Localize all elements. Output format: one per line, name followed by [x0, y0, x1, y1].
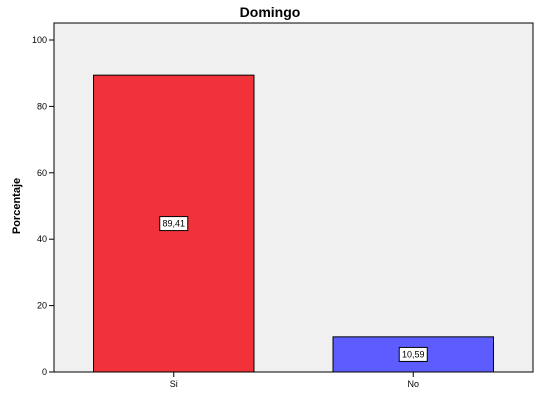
data-label-box — [159, 216, 189, 232]
data-label-box — [398, 346, 428, 362]
y-axis-label: Porcentaje — [11, 178, 23, 234]
chart-title: Domingo — [240, 4, 301, 20]
y-tick-label: 0 — [42, 367, 47, 377]
x-tick-label: Si — [170, 379, 178, 389]
y-tick-label: 40 — [37, 234, 47, 244]
y-tick-label: 100 — [32, 35, 47, 45]
y-tick-label: 20 — [37, 301, 47, 311]
chart-marks: 0 20 40 60 80 100 89,41 Si 10,59 No — [32, 35, 494, 389]
data-label: 89,41 — [162, 219, 185, 229]
y-tick-label: 80 — [37, 101, 47, 111]
y-tick-label: 60 — [37, 168, 47, 178]
x-tick-label: No — [407, 379, 419, 389]
data-label: 10,59 — [402, 349, 425, 359]
